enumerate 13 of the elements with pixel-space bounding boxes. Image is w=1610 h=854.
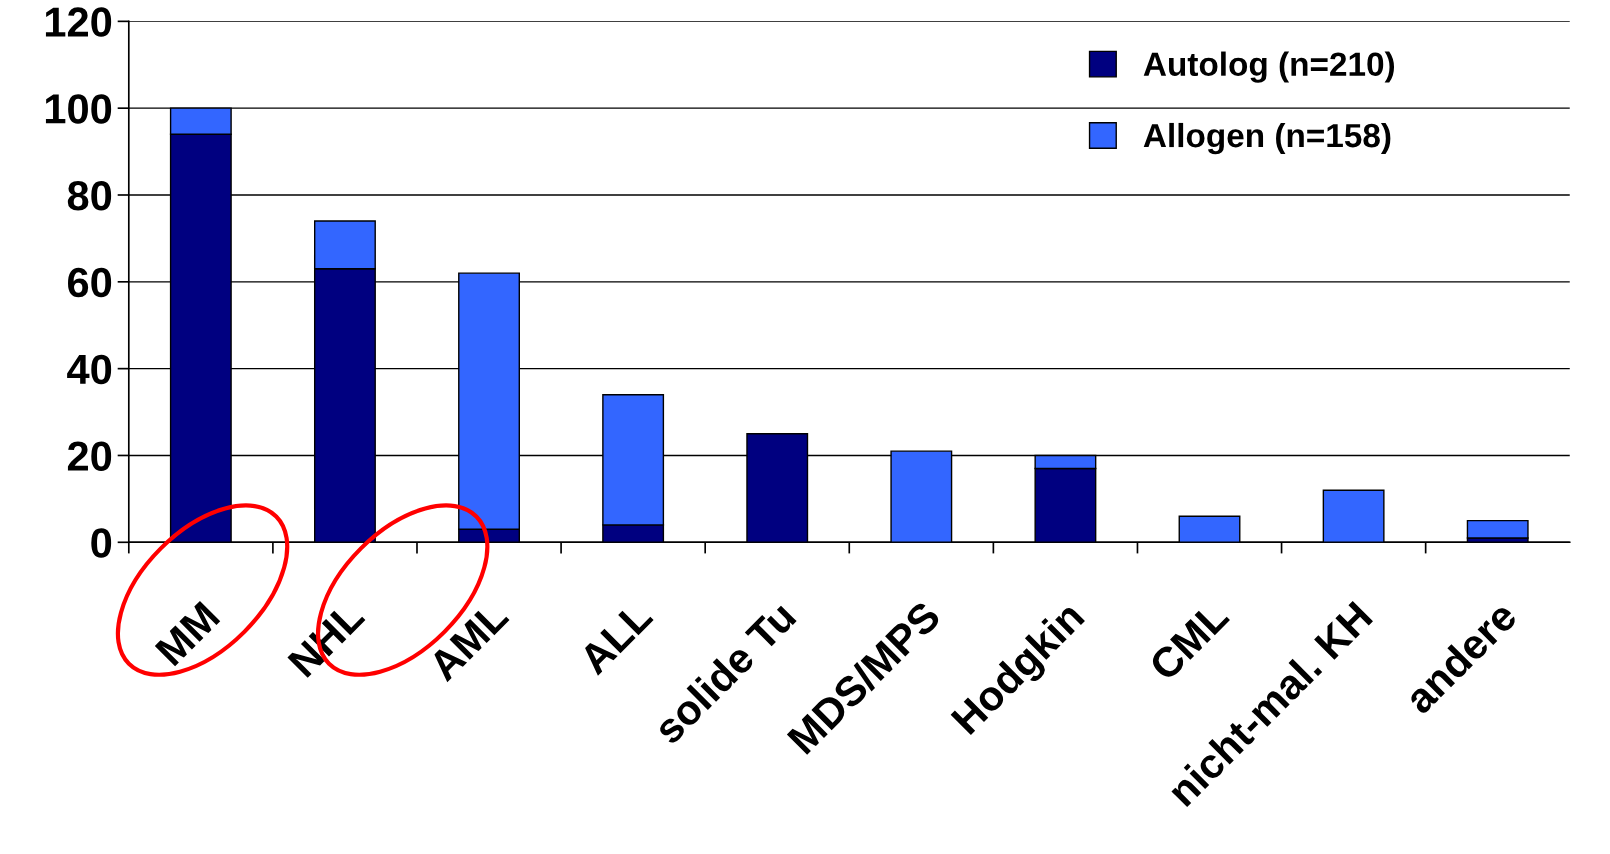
y-tick-label: 80	[67, 181, 112, 211]
x-tick-label: NHL	[287, 599, 366, 678]
y-tick-label: 40	[67, 354, 112, 385]
x-tick-label: ALL	[577, 599, 654, 676]
legend-label: Autolog (n=210)	[1143, 51, 1395, 83]
bar	[1466, 519, 1529, 539]
x-tick-label: MM	[154, 600, 221, 667]
y-tick-label: 100	[45, 94, 112, 124]
y-tick-label: 20	[67, 441, 112, 471]
y-tick-label: 60	[68, 267, 112, 298]
legend-label: Allogen (n=158)	[1143, 122, 1391, 155]
y-tick-label: 0	[91, 528, 112, 558]
y-tick-label: 120	[45, 7, 112, 37]
